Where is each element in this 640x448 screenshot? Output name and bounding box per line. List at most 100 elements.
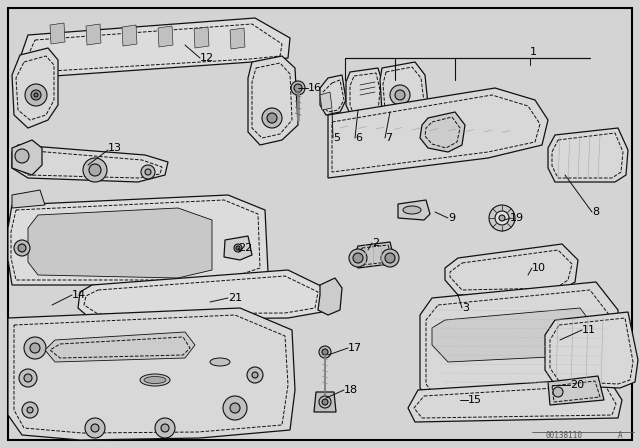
Circle shape <box>395 90 405 100</box>
Polygon shape <box>20 18 290 78</box>
Polygon shape <box>420 282 618 405</box>
Circle shape <box>319 346 331 358</box>
Circle shape <box>89 164 101 176</box>
Circle shape <box>267 113 277 123</box>
Text: 7: 7 <box>385 133 392 143</box>
Circle shape <box>234 244 242 252</box>
Circle shape <box>291 81 305 95</box>
Text: 15: 15 <box>468 395 482 405</box>
Polygon shape <box>548 128 628 182</box>
Text: 9: 9 <box>448 213 455 223</box>
Polygon shape <box>548 376 604 405</box>
Text: 5: 5 <box>333 133 340 143</box>
Polygon shape <box>12 140 42 175</box>
Circle shape <box>22 402 38 418</box>
Ellipse shape <box>140 374 170 386</box>
Text: 6: 6 <box>355 133 362 143</box>
Polygon shape <box>28 208 212 278</box>
Polygon shape <box>12 145 168 182</box>
Circle shape <box>319 396 331 408</box>
Polygon shape <box>230 28 245 49</box>
Circle shape <box>83 158 107 182</box>
Circle shape <box>30 343 40 353</box>
Text: 3: 3 <box>462 303 469 313</box>
Polygon shape <box>122 25 137 46</box>
Text: 16: 16 <box>308 83 322 93</box>
Circle shape <box>19 369 37 387</box>
Circle shape <box>31 90 41 100</box>
Ellipse shape <box>403 206 421 214</box>
Circle shape <box>223 396 247 420</box>
Circle shape <box>155 418 175 438</box>
Circle shape <box>24 337 46 359</box>
Polygon shape <box>45 332 195 362</box>
Circle shape <box>353 253 363 263</box>
Circle shape <box>381 249 399 267</box>
Circle shape <box>495 211 509 225</box>
Text: 21: 21 <box>228 293 242 303</box>
Circle shape <box>14 240 30 256</box>
Polygon shape <box>328 88 548 178</box>
Text: 2: 2 <box>372 238 379 248</box>
Circle shape <box>18 244 26 252</box>
Polygon shape <box>420 112 465 152</box>
Text: 8: 8 <box>592 207 599 217</box>
Polygon shape <box>8 195 268 285</box>
Circle shape <box>230 403 240 413</box>
Polygon shape <box>8 308 295 440</box>
Text: 18: 18 <box>344 385 358 395</box>
Polygon shape <box>398 200 430 220</box>
Circle shape <box>489 205 515 231</box>
Polygon shape <box>194 27 209 48</box>
Circle shape <box>161 424 169 432</box>
Circle shape <box>390 85 410 105</box>
Circle shape <box>145 169 151 175</box>
Polygon shape <box>432 308 595 362</box>
Circle shape <box>349 249 367 267</box>
Text: 12: 12 <box>200 53 214 63</box>
Circle shape <box>15 149 29 163</box>
Circle shape <box>236 246 240 250</box>
Ellipse shape <box>144 376 166 383</box>
Polygon shape <box>445 244 578 295</box>
Text: 11: 11 <box>582 325 596 335</box>
Text: 00138110: 00138110 <box>545 431 582 440</box>
Circle shape <box>27 407 33 413</box>
Polygon shape <box>545 312 638 388</box>
Polygon shape <box>314 392 336 412</box>
Circle shape <box>322 349 328 355</box>
Polygon shape <box>12 48 58 128</box>
Text: 14: 14 <box>72 290 86 300</box>
Polygon shape <box>346 68 384 122</box>
Polygon shape <box>248 56 298 145</box>
Circle shape <box>322 399 328 405</box>
Text: 13: 13 <box>108 143 122 153</box>
Circle shape <box>91 424 99 432</box>
Polygon shape <box>408 378 622 422</box>
Circle shape <box>34 93 38 97</box>
Circle shape <box>553 387 563 397</box>
Text: 1: 1 <box>530 47 537 57</box>
Polygon shape <box>50 23 65 44</box>
Text: 19: 19 <box>510 213 524 223</box>
Circle shape <box>294 84 302 92</box>
Circle shape <box>247 367 263 383</box>
Polygon shape <box>12 190 45 208</box>
Polygon shape <box>320 75 346 115</box>
Polygon shape <box>380 62 428 122</box>
Circle shape <box>499 215 505 221</box>
Text: 20: 20 <box>570 380 584 390</box>
Polygon shape <box>78 270 325 320</box>
Text: A: A <box>618 431 623 440</box>
Text: 22: 22 <box>238 243 252 253</box>
Polygon shape <box>318 278 342 315</box>
Circle shape <box>262 108 282 128</box>
Text: 17: 17 <box>348 343 362 353</box>
Circle shape <box>25 84 47 106</box>
Circle shape <box>24 374 32 382</box>
Circle shape <box>141 165 155 179</box>
Circle shape <box>252 372 258 378</box>
Ellipse shape <box>210 358 230 366</box>
Polygon shape <box>354 242 394 268</box>
Polygon shape <box>158 26 173 47</box>
